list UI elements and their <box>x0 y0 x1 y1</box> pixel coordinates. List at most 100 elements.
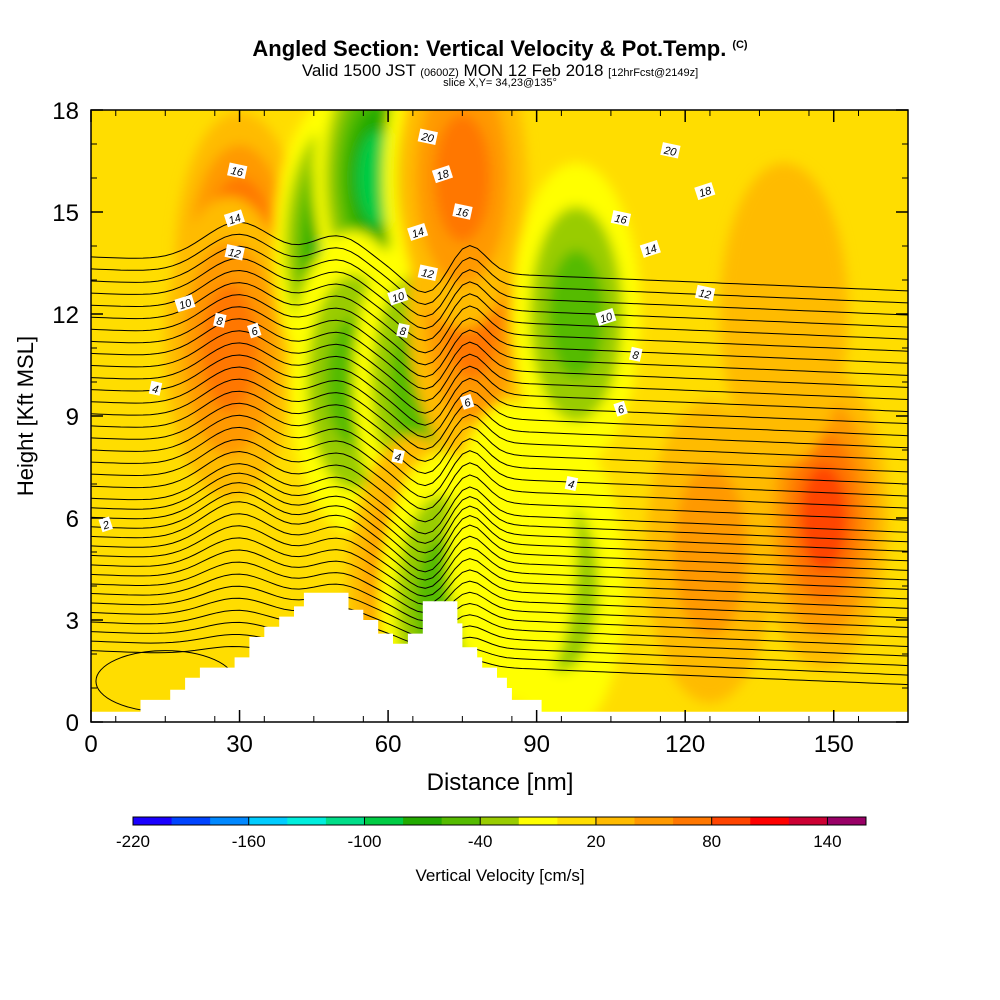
x-tick-label: 90 <box>523 731 550 758</box>
theta-contour-line <box>91 645 908 686</box>
contour-label: 10 <box>387 287 409 306</box>
theta-contour-line <box>91 390 908 462</box>
theta-contour-line <box>91 342 908 414</box>
theta-contour-line <box>91 621 908 667</box>
theta-contour-line <box>91 414 908 487</box>
theta-contour-line <box>91 634 908 676</box>
contour-label-bg <box>224 244 245 261</box>
contour-label: 14 <box>407 222 429 241</box>
velocity-cell <box>800 464 848 572</box>
colorbar-cell <box>827 817 867 825</box>
field-cells <box>165 110 889 722</box>
theta-contour-line <box>91 233 908 306</box>
y-tick-label: 18 <box>52 98 79 125</box>
velocity-cell <box>548 250 605 378</box>
y-tick-label: 0 <box>66 710 79 737</box>
contour-label: 18 <box>694 182 716 201</box>
contour-label-text: 8 <box>398 325 407 338</box>
colorbar-cell <box>750 817 790 825</box>
contour-label-text: 18 <box>435 168 451 183</box>
x-axis-label: Distance [nm] <box>427 769 574 796</box>
colorbar-tick-label: 140 <box>813 832 841 851</box>
contour-label: 8 <box>213 312 227 328</box>
contour-labels: 2 4 4 4 6 6 6 8 8 8 10 10 10 12 12 12 14 14 14 16 16 16 18 18 20… <box>98 128 716 533</box>
contour-label-bg <box>610 210 632 227</box>
colorbar-label: Vertical Velocity [cm/s] <box>415 866 584 885</box>
contour-label-text: 16 <box>455 206 470 220</box>
contour-label-text: 12 <box>420 267 434 281</box>
theta-contour-line <box>91 306 908 378</box>
contour-label-text: 20 <box>419 131 435 146</box>
theta-contour-line <box>91 501 908 573</box>
velocity-cell <box>672 466 748 638</box>
contour-label: 2 <box>98 516 113 533</box>
contour-label-text: 14 <box>643 243 658 258</box>
contour-label-bg <box>694 182 716 201</box>
chart-title: Angled Section: Vertical Velocity & Pot.… <box>252 36 748 61</box>
colorbar-tick-label: -40 <box>468 832 493 851</box>
velocity-cell <box>434 114 491 242</box>
contour-label: 16 <box>610 210 632 227</box>
contour-label-bg <box>98 516 113 533</box>
contour-label-bg <box>417 128 438 145</box>
contour-label: 18 <box>431 165 454 183</box>
y-tick-label: 9 <box>66 404 79 431</box>
valid-date: MON 12 Feb 2018 <box>463 61 604 80</box>
theta-contour-line <box>91 491 908 563</box>
contour-label-bg <box>629 346 643 362</box>
contour-label-bg <box>396 323 410 339</box>
contour-label: 16 <box>227 162 248 180</box>
contour-label: 10 <box>595 307 617 326</box>
contour-label: 8 <box>396 323 410 339</box>
contour-label-bg <box>660 142 681 159</box>
theta-contour-line <box>91 450 908 523</box>
colorbar: -220 -160 -100 -40 20 80 140 <box>116 816 867 851</box>
theta-contour-line <box>91 609 908 657</box>
x-tick-label: 30 <box>226 731 253 758</box>
colorbar-cell <box>441 817 481 825</box>
contour-label-bg <box>391 448 405 464</box>
contour-label-bg <box>387 287 409 306</box>
contour-label: 12 <box>694 284 716 302</box>
contour-label-text: 10 <box>178 297 194 312</box>
contour-label: 14 <box>223 209 246 227</box>
colorbar-cell <box>480 817 520 825</box>
contour-label-text: 10 <box>391 290 407 305</box>
theta-contour-line <box>91 482 908 554</box>
contour-label-bg <box>595 307 617 326</box>
colorbar-tick-label: 80 <box>702 832 721 851</box>
contour-label: 16 <box>452 203 473 220</box>
contour-label: 4 <box>148 380 163 396</box>
contour-label-text: 10 <box>599 310 615 325</box>
colorbar-cell <box>557 817 597 825</box>
valid-zone: (0600Z) <box>420 67 459 79</box>
contour-label-bg <box>452 203 473 220</box>
theta-contours <box>91 221 908 713</box>
colorbar-cell <box>403 817 443 825</box>
colorbar-cell <box>673 817 713 825</box>
colorbar-tick-label: -100 <box>347 832 381 851</box>
contour-label-text: 18 <box>698 185 714 200</box>
title-suffix: (C) <box>732 39 748 51</box>
contour-label: 20 <box>417 128 438 146</box>
theta-contour-line <box>91 472 908 544</box>
theta-contour-line <box>91 525 908 590</box>
theta-contour-line <box>91 537 908 600</box>
theta-contour-line <box>91 378 908 450</box>
contour-label-text: 12 <box>227 247 241 261</box>
theta-contour-line <box>91 597 908 647</box>
theta-contour-line <box>91 354 908 426</box>
terrain-polygon <box>91 592 908 722</box>
contour-label-text: 6 <box>250 325 260 339</box>
x-tick-label: 60 <box>375 731 402 758</box>
terrain <box>91 592 908 722</box>
colorbar-cell <box>248 817 288 825</box>
contour-label-text: 20 <box>662 144 678 159</box>
contour-label-text: 8 <box>215 315 224 328</box>
colorbar-cell <box>210 817 250 825</box>
theta-contour-line <box>91 549 908 609</box>
theta-contour-line <box>91 257 908 330</box>
contour-label: 4 <box>564 476 579 491</box>
theta-contour-line <box>91 282 908 354</box>
